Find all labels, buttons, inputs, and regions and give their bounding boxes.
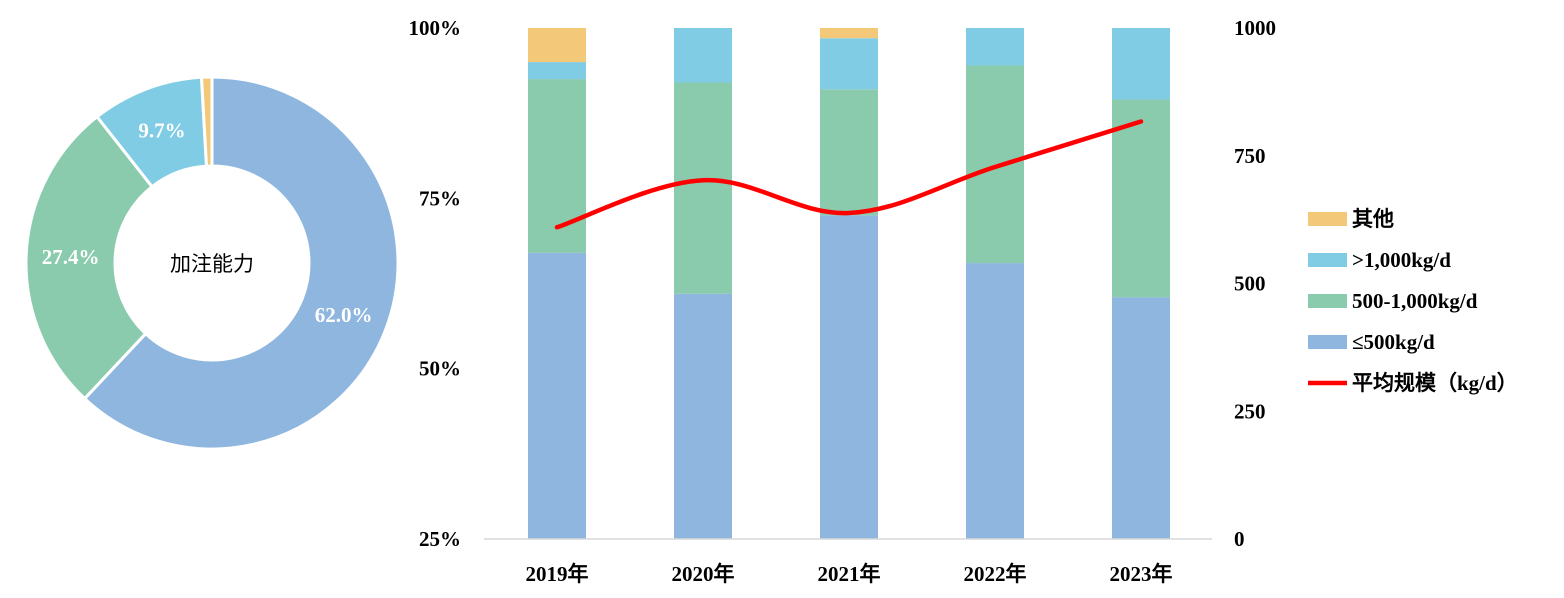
bar-gt1000-1 [674, 28, 732, 83]
bar-mid-4 [1112, 99, 1170, 298]
legend: 其他 >1,000kg/d 500-1,000kg/d ≤500kg/d 平均规模（kg… [1308, 207, 1518, 395]
bar-mid-0 [528, 79, 586, 253]
right-tick-label: 500 [1234, 272, 1266, 296]
donut-label-le500: 62.0% [315, 303, 373, 327]
bar-mid-1 [674, 82, 732, 294]
left-y-axis: 25% 50% 75% 100% [409, 16, 462, 551]
x-tick-label: 2022年 [964, 562, 1027, 586]
legend-swatch-gt1000 [1308, 253, 1347, 267]
stacked-bar-chart [528, 28, 1170, 539]
donut-label-mid: 27.4% [42, 245, 100, 269]
x-axis: 2019年 2020年 2021年 2022年 2023年 [526, 562, 1173, 586]
bar-le500-1 [674, 293, 732, 539]
legend-label-le500: ≤500kg/d [1352, 330, 1435, 354]
bar-le500-3 [966, 263, 1024, 539]
right-tick-label: 750 [1234, 144, 1266, 168]
average-scale-line [554, 119, 1144, 230]
right-tick-label: 1000 [1234, 16, 1276, 40]
bar-other-0 [528, 28, 586, 63]
legend-label-mid: 500-1,000kg/d [1352, 289, 1478, 313]
bar-gt1000-3 [966, 28, 1024, 66]
x-tick-label: 2020年 [672, 562, 735, 586]
bar-gt1000-2 [820, 38, 878, 90]
x-tick-label: 2023年 [1110, 562, 1173, 586]
donut-chart: 62.0% 27.4% 9.7% [24, 75, 400, 451]
legend-label-line: 平均规模（kg/d） [1352, 371, 1518, 395]
right-y-axis: 0 250 500 750 1000 [1234, 16, 1276, 551]
bar-other-2 [820, 28, 878, 39]
right-tick-label: 0 [1234, 527, 1245, 551]
left-tick-label: 75% [419, 186, 461, 210]
x-tick-label: 2021年 [818, 562, 881, 586]
left-tick-label: 25% [419, 527, 461, 551]
donut-slice-mid [24, 114, 155, 401]
bar-gt1000-0 [528, 62, 586, 80]
left-tick-label: 50% [419, 357, 461, 381]
bar-le500-2 [820, 215, 878, 539]
bar-le500-0 [528, 252, 586, 539]
legend-swatch-mid [1308, 294, 1347, 308]
donut-slice-other [199, 75, 214, 168]
legend-swatch-other [1308, 212, 1347, 226]
average-scale-line-layer [554, 119, 1144, 230]
donut-slice-le500 [82, 75, 400, 451]
x-tick-label: 2019年 [526, 562, 589, 586]
bar-le500-4 [1112, 297, 1170, 539]
right-tick-label: 250 [1234, 399, 1266, 423]
bar-mid-3 [966, 65, 1024, 264]
donut-center-label: 加注能力 [170, 252, 254, 276]
left-tick-label: 100% [409, 16, 462, 40]
donut-label-gt1000: 9.7% [138, 119, 185, 143]
bar-gt1000-4 [1112, 28, 1170, 100]
legend-swatch-le500 [1308, 335, 1347, 349]
bar-mid-2 [820, 89, 878, 216]
legend-label-gt1000: >1,000kg/d [1352, 248, 1451, 272]
legend-label-other: 其他 [1352, 207, 1394, 231]
